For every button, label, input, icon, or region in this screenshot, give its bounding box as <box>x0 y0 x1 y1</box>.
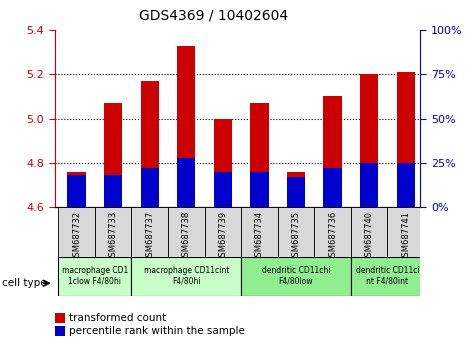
Bar <box>323 168 342 207</box>
Text: GSM687740: GSM687740 <box>365 211 374 262</box>
Bar <box>250 103 268 207</box>
Text: GSM687733: GSM687733 <box>109 211 118 262</box>
Bar <box>278 207 314 257</box>
Bar <box>214 119 232 207</box>
Text: macrophage CD1
1clow F4/80hi: macrophage CD1 1clow F4/80hi <box>62 267 128 286</box>
Bar <box>104 175 122 207</box>
Bar <box>168 207 205 257</box>
Bar <box>360 74 378 207</box>
Text: GSM687739: GSM687739 <box>218 211 228 262</box>
Bar <box>177 46 195 207</box>
Bar <box>241 207 278 257</box>
Text: percentile rank within the sample: percentile rank within the sample <box>69 326 245 336</box>
Bar <box>287 177 305 207</box>
Text: GSM687736: GSM687736 <box>328 211 337 262</box>
Bar <box>205 207 241 257</box>
Text: GDS4369 / 10402604: GDS4369 / 10402604 <box>139 9 288 23</box>
Bar <box>360 163 378 207</box>
Bar <box>397 72 415 207</box>
Bar <box>67 175 86 207</box>
Bar <box>58 257 132 296</box>
Text: GSM687737: GSM687737 <box>145 211 154 262</box>
Bar <box>397 163 415 207</box>
Bar <box>104 103 122 207</box>
Text: cell type: cell type <box>2 278 47 288</box>
Text: dendritic CD11chi
F4/80low: dendritic CD11chi F4/80low <box>262 267 330 286</box>
Bar <box>132 207 168 257</box>
Bar <box>241 257 351 296</box>
Bar <box>250 172 268 207</box>
Text: GSM687734: GSM687734 <box>255 211 264 262</box>
Bar <box>58 207 95 257</box>
Bar <box>55 326 65 336</box>
Text: dendritic CD11ci
nt F4/80int: dendritic CD11ci nt F4/80int <box>356 267 419 286</box>
Text: GSM687735: GSM687735 <box>292 211 301 262</box>
Bar <box>388 207 424 257</box>
Bar <box>67 172 86 207</box>
Bar <box>323 97 342 207</box>
Bar <box>95 207 132 257</box>
Bar <box>177 158 195 207</box>
Text: macrophage CD11cint
F4/80hi: macrophage CD11cint F4/80hi <box>143 267 229 286</box>
Text: transformed count: transformed count <box>69 313 166 323</box>
Bar <box>314 207 351 257</box>
Bar <box>351 257 424 296</box>
Text: GSM687738: GSM687738 <box>182 211 191 262</box>
Bar <box>351 207 388 257</box>
Bar <box>141 168 159 207</box>
Text: GSM687741: GSM687741 <box>401 211 410 262</box>
Bar <box>287 172 305 207</box>
Text: GSM687732: GSM687732 <box>72 211 81 262</box>
Bar <box>141 81 159 207</box>
Bar <box>55 313 65 323</box>
Bar <box>132 257 241 296</box>
Bar <box>214 172 232 207</box>
